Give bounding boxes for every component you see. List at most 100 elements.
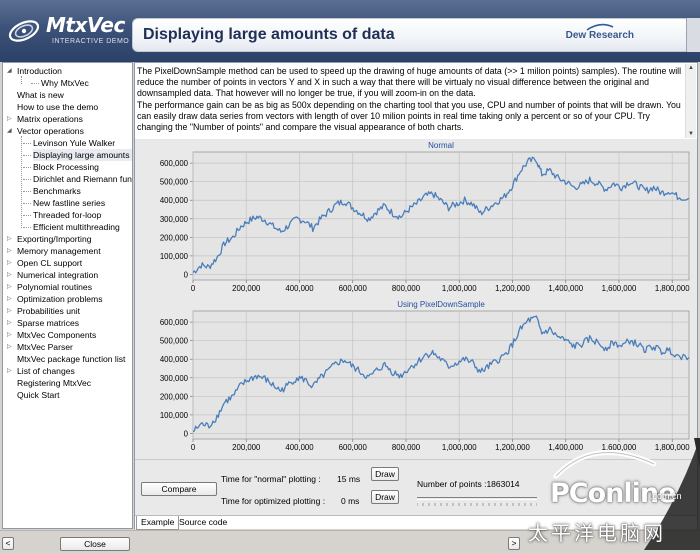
sidebar-item[interactable]: Open CL support: [17, 258, 83, 268]
charts-area: Normal 0 100,000 200,000 300,000 400,000 500,0…: [135, 139, 697, 521]
slider-ticks: [417, 503, 537, 506]
sidebar-item[interactable]: MtxVec Components: [17, 330, 97, 340]
y-tick-label: 300,000: [160, 374, 189, 383]
sidebar-item[interactable]: Vector operations: [17, 126, 84, 136]
description-scrollbar[interactable]: ▲ ▼: [685, 64, 696, 138]
logo-title: MtxVec: [46, 13, 125, 37]
series-line: [192, 315, 690, 433]
y-tick-label: 400,000: [160, 355, 189, 364]
scroll-up-arrow-icon[interactable]: ▲: [688, 65, 694, 71]
plot-area: [192, 151, 690, 281]
x-tick-label: 1,000,000: [442, 284, 477, 293]
sidebar-item[interactable]: Quick Start: [17, 390, 60, 400]
x-tick-label: 0: [191, 284, 196, 293]
watermark-shading: [644, 438, 700, 550]
main-panel: The PixelDownSample method can be used t…: [134, 62, 698, 530]
sidebar-item[interactable]: MtxVec Parser: [17, 342, 73, 352]
chart-title: Normal: [428, 141, 454, 150]
close-button[interactable]: Close: [60, 537, 130, 551]
draw-normal-button[interactable]: Draw: [371, 467, 399, 481]
draw-optimized-button[interactable]: Draw: [371, 490, 399, 504]
collapse-arrow-icon[interactable]: ◢: [7, 68, 12, 74]
points-slider[interactable]: [417, 497, 537, 500]
expand-arrow-icon[interactable]: ▷: [7, 260, 12, 266]
x-tick-label: 600,000: [339, 284, 368, 293]
tree-guide: [23, 191, 31, 192]
watermark-domain: .com.cn: [650, 491, 682, 501]
expand-arrow-icon[interactable]: ▷: [7, 296, 12, 302]
sidebar-item[interactable]: New fastline series: [33, 198, 106, 208]
next-page-button[interactable]: >: [508, 537, 520, 550]
tab-example[interactable]: Example: [136, 516, 180, 530]
expand-arrow-icon[interactable]: ▷: [7, 248, 12, 254]
normal-time-label: Time for "normal" plotting :: [221, 474, 321, 484]
x-tick-label: 1,600,000: [602, 443, 637, 452]
sidebar-tree[interactable]: Introduction ◢ Why MtxVec What is new How to…: [2, 62, 133, 529]
sidebar-item[interactable]: Registering MtxVec: [17, 378, 92, 388]
collapse-arrow-icon[interactable]: ◢: [7, 128, 12, 134]
sidebar-item[interactable]: Efficient multithreading: [33, 222, 120, 232]
expand-arrow-icon[interactable]: ▷: [7, 272, 12, 278]
sidebar-item[interactable]: Benchmarks: [33, 186, 81, 196]
x-tick-label: 200,000: [232, 284, 261, 293]
header-scrollbar[interactable]: [686, 18, 700, 52]
expand-arrow-icon[interactable]: ▷: [7, 368, 12, 374]
expand-arrow-icon[interactable]: ▷: [7, 116, 12, 122]
expand-arrow-icon[interactable]: ▷: [7, 284, 12, 290]
sidebar-item[interactable]: MtxVec package function list: [17, 354, 126, 364]
x-tick-label: 1,800,000: [655, 284, 690, 293]
optimized-time-value: 0 ms: [341, 496, 360, 506]
controls-panel: Compare Time for "normal" plotting : 15 …: [135, 459, 697, 515]
sidebar-item[interactable]: Dirichlet and Riemann funct: [33, 174, 133, 184]
sidebar-item[interactable]: Memory management: [17, 246, 101, 256]
sidebar-item[interactable]: Exporting/Importing: [17, 234, 92, 244]
tree-guide: [23, 143, 31, 144]
description-text: The PixelDownSample method can be used t…: [137, 66, 685, 138]
chart-pixel-downsample: Using PixelDownSample 0 100,000 200,000 300,…: [160, 300, 690, 452]
footer-bar: < Close >: [0, 530, 700, 554]
x-tick-label: 1,200,000: [495, 443, 530, 452]
sidebar-item[interactable]: Block Processing: [33, 162, 99, 172]
sidebar-item[interactable]: Numerical integration: [17, 270, 99, 280]
x-tick-label: 400,000: [285, 284, 314, 293]
sidebar-item[interactable]: Optimization problems: [17, 294, 103, 304]
sidebar-item[interactable]: What is new: [17, 90, 64, 100]
x-tick-label: 1,800,000: [655, 443, 690, 452]
y-tick-label: 400,000: [160, 196, 189, 205]
sidebar-item[interactable]: Threaded for-loop: [33, 210, 102, 220]
y-tick-label: 100,000: [160, 411, 189, 420]
expand-arrow-icon[interactable]: ▷: [7, 320, 12, 326]
sidebar-item[interactable]: Why MtxVec: [41, 78, 89, 88]
tree-guide: [23, 155, 31, 156]
x-tick-label: 400,000: [285, 443, 314, 452]
prev-page-button[interactable]: <: [2, 537, 14, 550]
sidebar-item[interactable]: Levinson Yule Walker: [33, 138, 116, 148]
y-tick-label: 300,000: [160, 215, 189, 224]
sidebar-item[interactable]: Sparse matrices: [17, 318, 80, 328]
chart-normal: Normal 0 100,000 200,000 300,000 400,000 500,0…: [160, 141, 690, 293]
y-tick-label: 100,000: [160, 252, 189, 261]
optimized-time-label: Time for optimized plotting :: [221, 496, 326, 506]
expand-arrow-icon[interactable]: ▷: [7, 236, 12, 242]
expand-arrow-icon[interactable]: ▷: [7, 332, 12, 338]
sidebar-item[interactable]: Introduction: [17, 66, 62, 76]
x-tick-label: 1,200,000: [495, 284, 530, 293]
x-tick-label: 1,000,000: [442, 443, 477, 452]
chart-title: Using PixelDownSample: [397, 300, 485, 309]
tab-source-code[interactable]: Source code: [179, 517, 228, 527]
sidebar-item[interactable]: Displaying large amounts of: [33, 149, 132, 161]
expand-arrow-icon[interactable]: ▷: [7, 308, 12, 314]
normal-time-value: 15 ms: [337, 474, 361, 484]
series-line: [192, 156, 690, 274]
sidebar-item[interactable]: How to use the demo: [17, 102, 99, 112]
expand-arrow-icon[interactable]: ▷: [7, 344, 12, 350]
sidebar-item[interactable]: Polynomial routines: [17, 282, 92, 292]
sidebar-item[interactable]: List of changes: [17, 366, 75, 376]
scroll-down-arrow-icon[interactable]: ▼: [688, 131, 694, 137]
y-tick-label: 0: [184, 429, 189, 438]
sidebar-item[interactable]: Matrix operations: [17, 114, 83, 124]
plot-area: [192, 310, 690, 440]
compare-button[interactable]: Compare: [141, 482, 217, 496]
description-paragraph-2: The performance gain can be as big as 50…: [137, 99, 681, 133]
sidebar-item[interactable]: Probabilities unit: [17, 306, 81, 316]
